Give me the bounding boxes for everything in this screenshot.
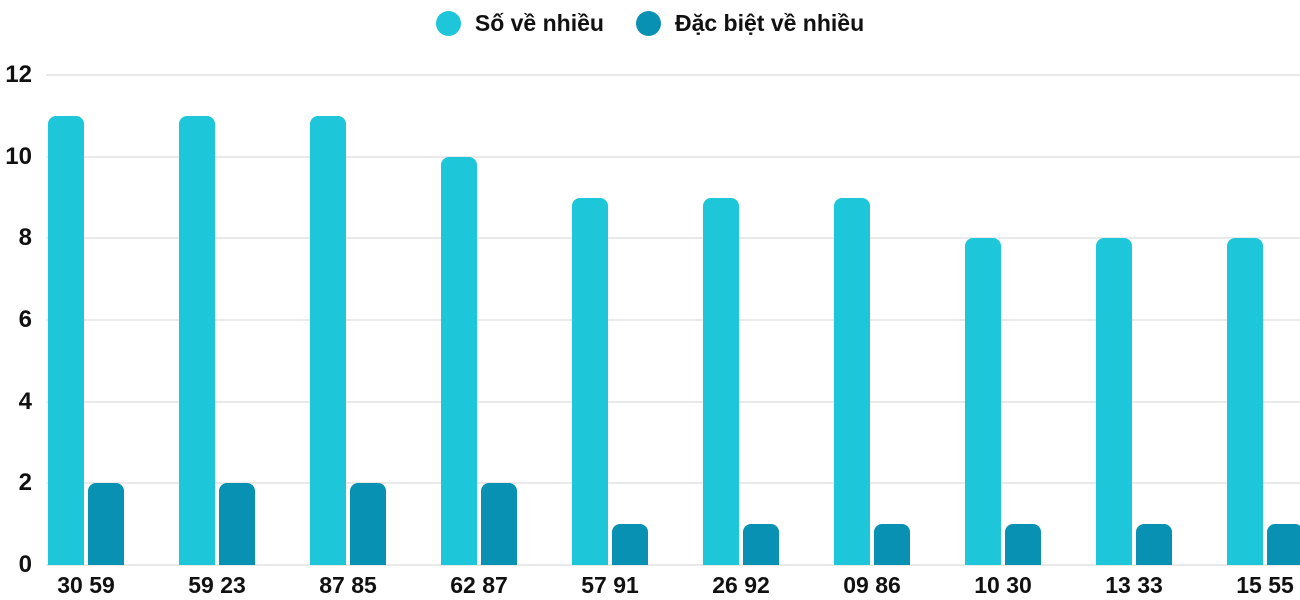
gridline-y-8 xyxy=(46,237,1300,240)
x-axis-category-label: 59 23 xyxy=(188,572,246,598)
gridline-y-10 xyxy=(46,155,1300,158)
bar-group xyxy=(179,75,255,565)
x-axis-category-label: 62 87 xyxy=(450,572,508,598)
x-axis-category-label: 26 92 xyxy=(712,572,770,598)
bar-series1-87-85 xyxy=(350,483,386,565)
bar-series1-13-33 xyxy=(1136,524,1172,565)
plot-area xyxy=(46,74,1300,566)
x-axis-category-label: 15 55 xyxy=(1236,572,1294,598)
bar-series1-09-86 xyxy=(874,524,910,565)
bar-series1-10-30 xyxy=(1005,524,1041,565)
bar-group xyxy=(572,75,648,565)
x-axis-category-label: 57 91 xyxy=(581,572,639,598)
bar-series0-62-87 xyxy=(441,156,477,565)
x-axis-category-label: 87 85 xyxy=(319,572,377,598)
y-axis-tick-label: 12 xyxy=(5,61,32,88)
chart-legend: Số về nhiều Đặc biệt về nhiều xyxy=(0,8,1300,38)
x-axis-category-label: 10 30 xyxy=(974,572,1032,598)
bar-series1-62-87 xyxy=(481,483,517,565)
bar-series1-57-91 xyxy=(612,524,648,565)
y-axis-tick-label: 0 xyxy=(18,551,32,578)
y-axis-tick-label: 10 xyxy=(5,142,32,170)
bar-group xyxy=(1096,75,1172,565)
legend-item-0[interactable]: Số về nhiều xyxy=(435,9,604,37)
y-axis-tick-label: 4 xyxy=(18,387,32,415)
legend-dot-icon xyxy=(435,10,461,36)
gridline-y-12 xyxy=(46,74,1300,76)
bar-series1-30-59 xyxy=(88,483,124,565)
bar-series0-10-30 xyxy=(965,238,1001,565)
gridline-y-0 xyxy=(46,564,1300,566)
legend-item-1[interactable]: Đặc biệt về nhiều xyxy=(635,9,865,37)
bar-group xyxy=(441,75,517,565)
bar-series0-09-86 xyxy=(834,197,870,565)
bar-group xyxy=(1227,75,1300,565)
legend-label: Số về nhiều xyxy=(474,9,604,36)
y-axis-tick-label: 6 xyxy=(18,306,32,333)
bar-series0-30-59 xyxy=(48,115,84,565)
bar-series1-15-55 xyxy=(1267,524,1300,565)
x-axis-category-label: 13 33 xyxy=(1105,572,1163,598)
bar-group xyxy=(48,75,124,565)
gridline-y-2 xyxy=(46,482,1300,485)
gridline-y-4 xyxy=(46,400,1300,403)
bar-series0-13-33 xyxy=(1096,238,1132,565)
bar-group xyxy=(965,75,1041,565)
bar-series0-57-91 xyxy=(572,197,608,565)
x-axis-category-label: 09 86 xyxy=(843,572,901,598)
y-axis-tick-label: 8 xyxy=(18,224,32,252)
bar-series1-59-23 xyxy=(219,483,255,565)
bar-series0-59-23 xyxy=(179,115,215,565)
bar-series0-15-55 xyxy=(1227,238,1263,565)
bar-series0-87-85 xyxy=(310,115,346,565)
bar-group xyxy=(834,75,910,565)
bar-series0-26-92 xyxy=(703,197,739,565)
legend-dot-icon xyxy=(635,10,661,36)
y-axis-tick-label: 2 xyxy=(18,469,32,497)
gridline-y-6 xyxy=(46,319,1300,321)
legend-label: Đặc biệt về nhiều xyxy=(674,9,865,36)
x-axis-category-label: 30 59 xyxy=(57,572,115,598)
bar-group xyxy=(310,75,386,565)
bar-group xyxy=(703,75,779,565)
bar-series1-26-92 xyxy=(743,524,779,565)
